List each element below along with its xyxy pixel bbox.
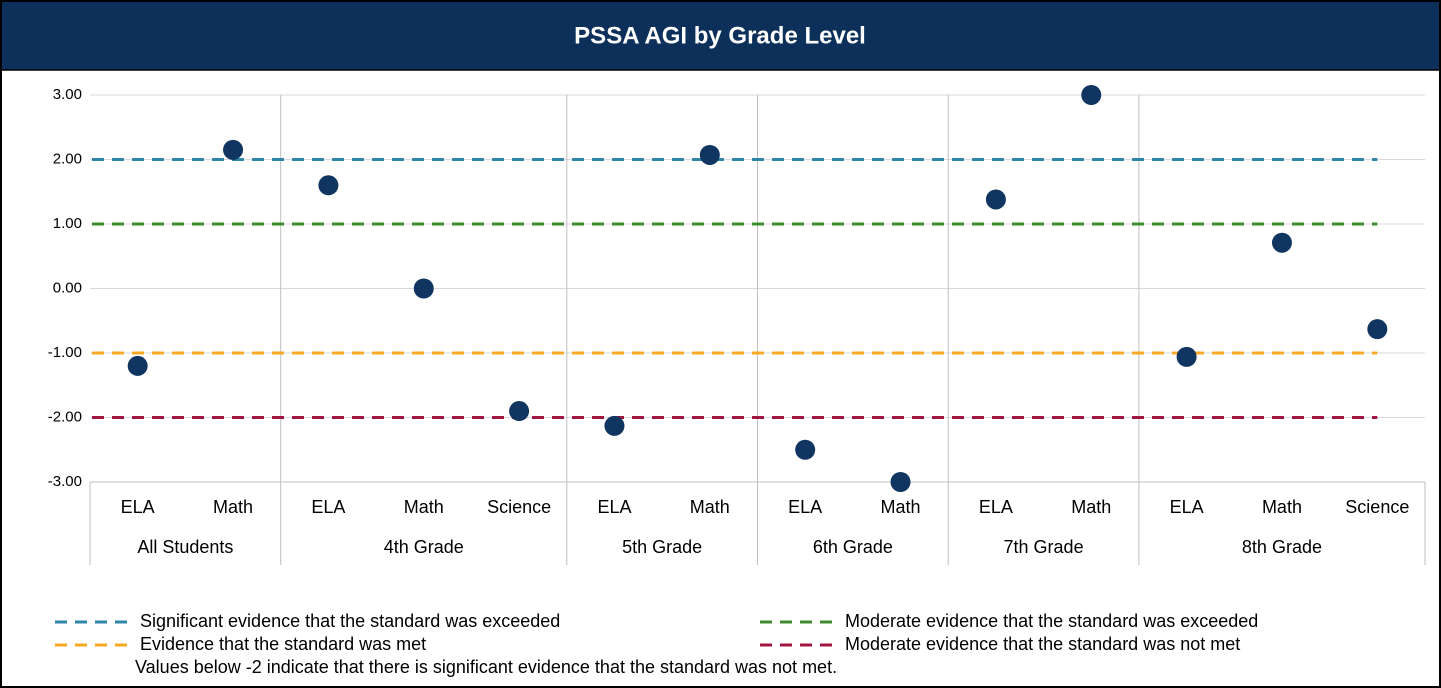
- x-tick-label: ELA: [979, 497, 1013, 517]
- data-point: [890, 472, 911, 492]
- group-label: 6th Grade: [813, 537, 893, 557]
- data-point: [223, 139, 244, 160]
- x-tick-label: ELA: [1170, 497, 1204, 517]
- x-tick-label: Math: [213, 497, 253, 517]
- y-tick-label: 0.00: [53, 279, 82, 296]
- data-point: [1271, 232, 1292, 253]
- x-tick-label: Math: [1262, 497, 1302, 517]
- data-point: [1367, 319, 1388, 340]
- data-point: [1081, 85, 1102, 105]
- legend-label: Moderate evidence that the standard was …: [845, 634, 1240, 654]
- x-tick-label: Science: [1345, 497, 1409, 517]
- data-point: [318, 175, 339, 196]
- data-point: [985, 189, 1006, 210]
- x-tick-label: Math: [881, 497, 921, 517]
- y-tick-label: 1.00: [53, 215, 82, 232]
- footnote: Values below -2 indicate that there is s…: [135, 657, 837, 677]
- y-tick-label: 2.00: [53, 150, 82, 167]
- data-point: [127, 355, 148, 376]
- group-label: 7th Grade: [1004, 537, 1084, 557]
- y-tick-label: -1.00: [48, 344, 82, 361]
- title-bar: [2, 2, 1439, 70]
- x-tick-label: ELA: [121, 497, 155, 517]
- x-tick-label: Math: [690, 497, 730, 517]
- data-point: [699, 144, 720, 165]
- group-label: 4th Grade: [384, 537, 464, 557]
- data-point: [604, 415, 625, 436]
- group-label: 8th Grade: [1242, 537, 1322, 557]
- chart-title: PSSA AGI by Grade Level: [574, 22, 866, 49]
- x-tick-label: Math: [1071, 497, 1111, 517]
- data-point: [1176, 346, 1197, 367]
- legend-label: Evidence that the standard was met: [140, 634, 426, 654]
- x-tick-label: Science: [487, 497, 551, 517]
- data-point: [795, 439, 816, 460]
- legend-label: Significant evidence that the standard w…: [140, 611, 560, 631]
- data-point: [509, 401, 530, 422]
- data-point: [413, 278, 434, 299]
- y-tick-label: -2.00: [48, 408, 82, 425]
- legend-label: Moderate evidence that the standard was …: [845, 611, 1258, 631]
- y-tick-label: -3.00: [48, 473, 82, 490]
- x-tick-label: ELA: [788, 497, 822, 517]
- x-tick-label: Math: [404, 497, 444, 517]
- x-tick-label: ELA: [311, 497, 345, 517]
- x-tick-label: ELA: [597, 497, 631, 517]
- y-tick-label: 3.00: [53, 86, 82, 103]
- group-label: 5th Grade: [622, 537, 702, 557]
- group-label: All Students: [137, 537, 233, 557]
